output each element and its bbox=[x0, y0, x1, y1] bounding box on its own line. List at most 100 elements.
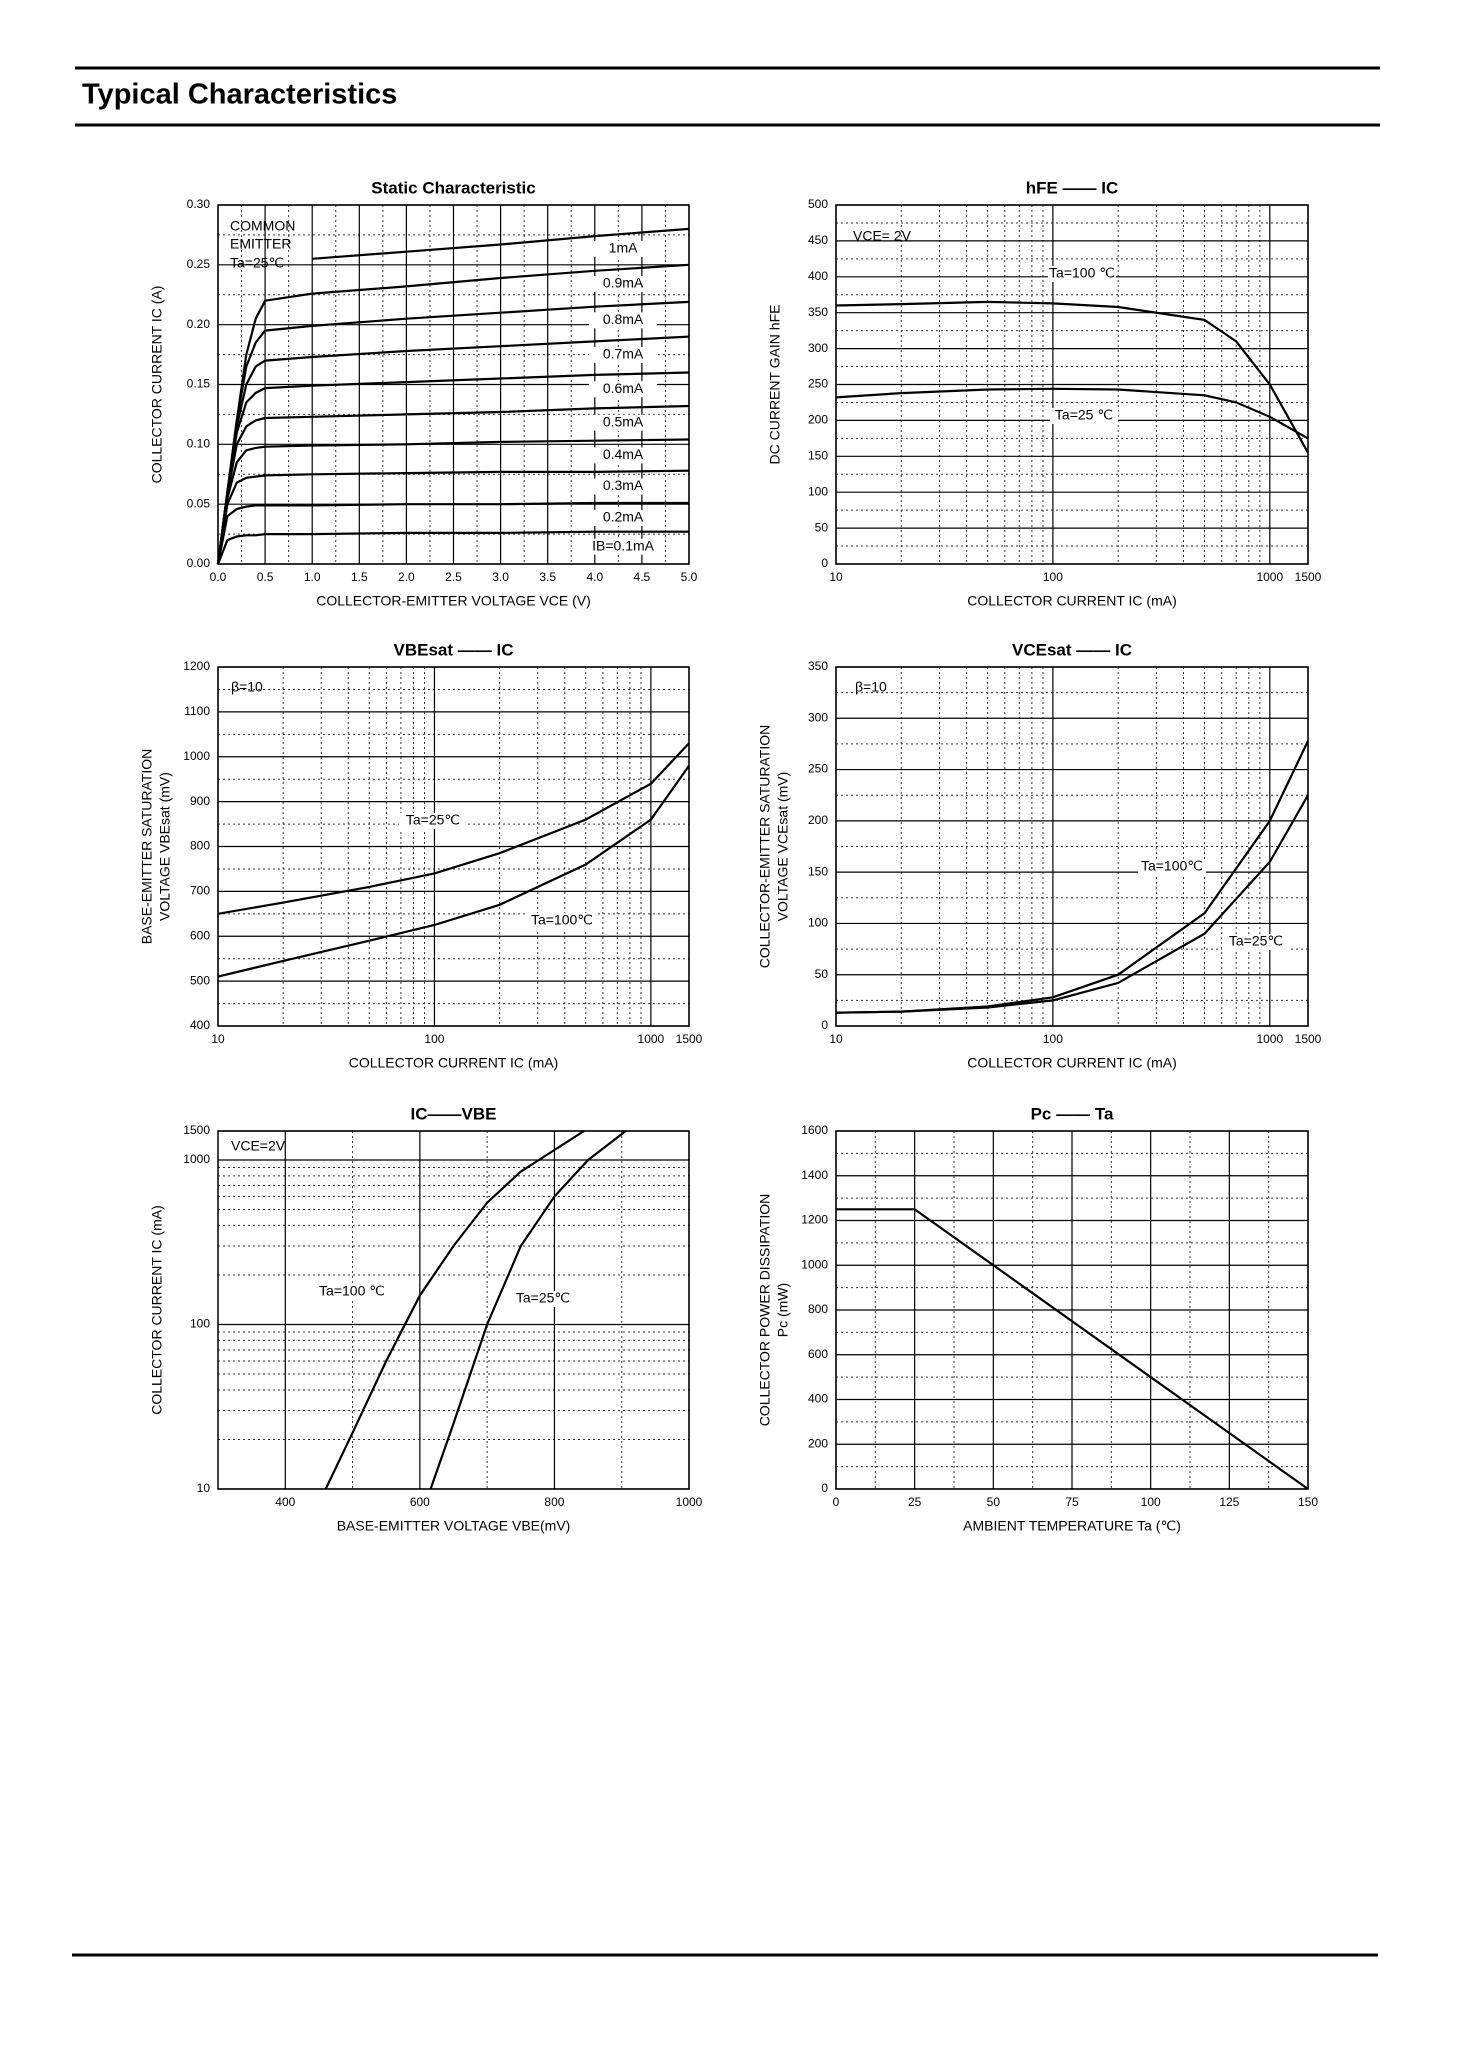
x-tick-label: 10 bbox=[829, 1032, 843, 1046]
x-tick-label: 50 bbox=[987, 1495, 1001, 1509]
chart-title: IC——VBE bbox=[411, 1104, 497, 1123]
curve-label: Ta=100 ℃ bbox=[319, 1283, 385, 1299]
x-axis-label: COLLECTOR CURRENT IC (mA) bbox=[967, 1055, 1177, 1071]
y-tick-label: 0 bbox=[821, 1481, 828, 1495]
x-tick-label: 2.0 bbox=[398, 570, 415, 584]
x-tick-label: 3.5 bbox=[539, 570, 556, 584]
x-axis-label: AMBIENT TEMPERATURE Ta (℃) bbox=[963, 1518, 1181, 1534]
y-tick-label: 0.10 bbox=[187, 437, 211, 451]
x-tick-label: 1.5 bbox=[351, 570, 368, 584]
y-tick-label: 0.05 bbox=[187, 496, 211, 510]
y-axis-label: COLLECTOR POWER DISSIPATION bbox=[757, 1194, 773, 1427]
y-tick-label: 1000 bbox=[183, 749, 210, 763]
x-tick-label: 1000 bbox=[1256, 570, 1283, 584]
y-tick-label: 1200 bbox=[183, 659, 210, 673]
x-tick-label: 1500 bbox=[1295, 1032, 1322, 1046]
y-tick-label: 450 bbox=[808, 233, 828, 247]
curve-label: 0.7mA bbox=[603, 346, 644, 362]
chart-title: Static Characteristic bbox=[371, 178, 535, 197]
y-axis-label: COLLECTOR CURRENT IC (mA) bbox=[149, 1205, 165, 1415]
label-bg bbox=[589, 276, 658, 293]
y-tick-label: 200 bbox=[808, 1436, 828, 1450]
y-axis-label: COLLECTOR CURRENT IC (A) bbox=[149, 286, 165, 484]
chart-title: VCEsat —— IC bbox=[1012, 640, 1132, 659]
annotation: VCE= 2V bbox=[853, 228, 912, 244]
curve-label: Ta=100℃ bbox=[531, 912, 593, 928]
y-tick-label: 100 bbox=[808, 484, 828, 498]
x-tick-label: 100 bbox=[1043, 570, 1063, 584]
series-line bbox=[217, 765, 690, 978]
plot-frame bbox=[217, 1130, 690, 1490]
x-tick-label: 75 bbox=[1065, 1495, 1079, 1509]
series-line bbox=[835, 740, 1309, 1014]
label-bg bbox=[589, 414, 658, 431]
plot-frame bbox=[835, 204, 1309, 565]
y-tick-label: 100 bbox=[190, 1317, 210, 1331]
series-line bbox=[216, 438, 690, 565]
y-tick-label: 150 bbox=[808, 448, 828, 462]
curve-label: Ta=25℃ bbox=[1229, 933, 1283, 949]
x-tick-label: 0 bbox=[833, 1495, 840, 1509]
curve-label: 0.6mA bbox=[603, 380, 644, 396]
x-axis-label: COLLECTOR-EMITTER VOLTAGE VCE (V) bbox=[316, 593, 591, 609]
series-line bbox=[216, 263, 690, 565]
y-tick-label: 300 bbox=[808, 710, 828, 724]
label-bg bbox=[318, 1284, 386, 1300]
y-axis-label: VOLTAGE VCEsat (mV) bbox=[775, 772, 791, 922]
x-tick-label: 4.0 bbox=[586, 570, 603, 584]
label-bg bbox=[589, 346, 658, 363]
y-tick-label: 1000 bbox=[801, 1257, 828, 1271]
y-tick-label: 400 bbox=[808, 269, 828, 283]
y-axis-label: COLLECTOR-EMITTER SATURATION bbox=[757, 725, 773, 968]
plot-frame bbox=[835, 666, 1309, 1027]
x-tick-label: 125 bbox=[1219, 1495, 1239, 1509]
x-tick-label: 5.0 bbox=[681, 570, 698, 584]
curve-label: Ta=25℃ bbox=[406, 812, 460, 828]
label-bg bbox=[528, 913, 596, 929]
curve-label: 0.8mA bbox=[603, 311, 644, 327]
x-tick-label: 600 bbox=[410, 1495, 430, 1509]
x-tick-label: 1500 bbox=[1295, 570, 1322, 584]
y-axis-label: VOLTAGE VBEsat (mV) bbox=[157, 772, 173, 921]
y-tick-label: 0.00 bbox=[187, 556, 211, 570]
label-bg bbox=[1048, 266, 1116, 282]
series-line bbox=[835, 387, 1309, 440]
annotation: Ta=25℃ bbox=[230, 255, 284, 271]
annotation: VCE=2V bbox=[231, 1138, 286, 1154]
x-tick-label: 1500 bbox=[676, 1032, 703, 1046]
y-tick-label: 350 bbox=[808, 305, 828, 319]
page-title: Typical Characteristics bbox=[82, 79, 397, 111]
series-line bbox=[836, 1208, 1309, 1490]
y-axis-label: BASE-EMITTER SATURATION bbox=[139, 749, 155, 945]
x-tick-label: 25 bbox=[908, 1495, 922, 1509]
curve-label: Ta=25℃ bbox=[516, 1290, 570, 1306]
label-bg bbox=[589, 312, 658, 329]
y-tick-label: 700 bbox=[190, 884, 210, 898]
label-bg bbox=[509, 1291, 577, 1307]
y-tick-label: 0 bbox=[821, 556, 828, 570]
annotation: EMITTER bbox=[230, 236, 291, 252]
y-tick-label: 0.30 bbox=[187, 197, 211, 211]
series-line bbox=[217, 742, 690, 915]
curve-label: 0.4mA bbox=[603, 446, 644, 462]
label-bg bbox=[1138, 859, 1206, 875]
annotation: β=10 bbox=[231, 679, 263, 695]
x-tick-label: 150 bbox=[1298, 1495, 1318, 1509]
series-line bbox=[835, 300, 1309, 454]
y-tick-label: 1200 bbox=[801, 1213, 828, 1227]
series-line bbox=[216, 404, 690, 565]
plot-frame bbox=[217, 666, 690, 1027]
x-tick-label: 800 bbox=[544, 1495, 564, 1509]
series-line bbox=[835, 794, 1309, 1014]
chart-title: hFE —— IC bbox=[1026, 178, 1119, 197]
curve-label: Ta=100℃ bbox=[1141, 858, 1203, 874]
curve-label: 1mA bbox=[609, 240, 638, 256]
y-tick-label: 500 bbox=[190, 973, 210, 987]
label-bg bbox=[589, 381, 658, 398]
x-tick-label: 100 bbox=[1043, 1032, 1063, 1046]
label-bg bbox=[1050, 408, 1118, 424]
y-tick-label: 600 bbox=[808, 1347, 828, 1361]
series-line bbox=[324, 1130, 585, 1490]
label-bg bbox=[589, 478, 658, 495]
